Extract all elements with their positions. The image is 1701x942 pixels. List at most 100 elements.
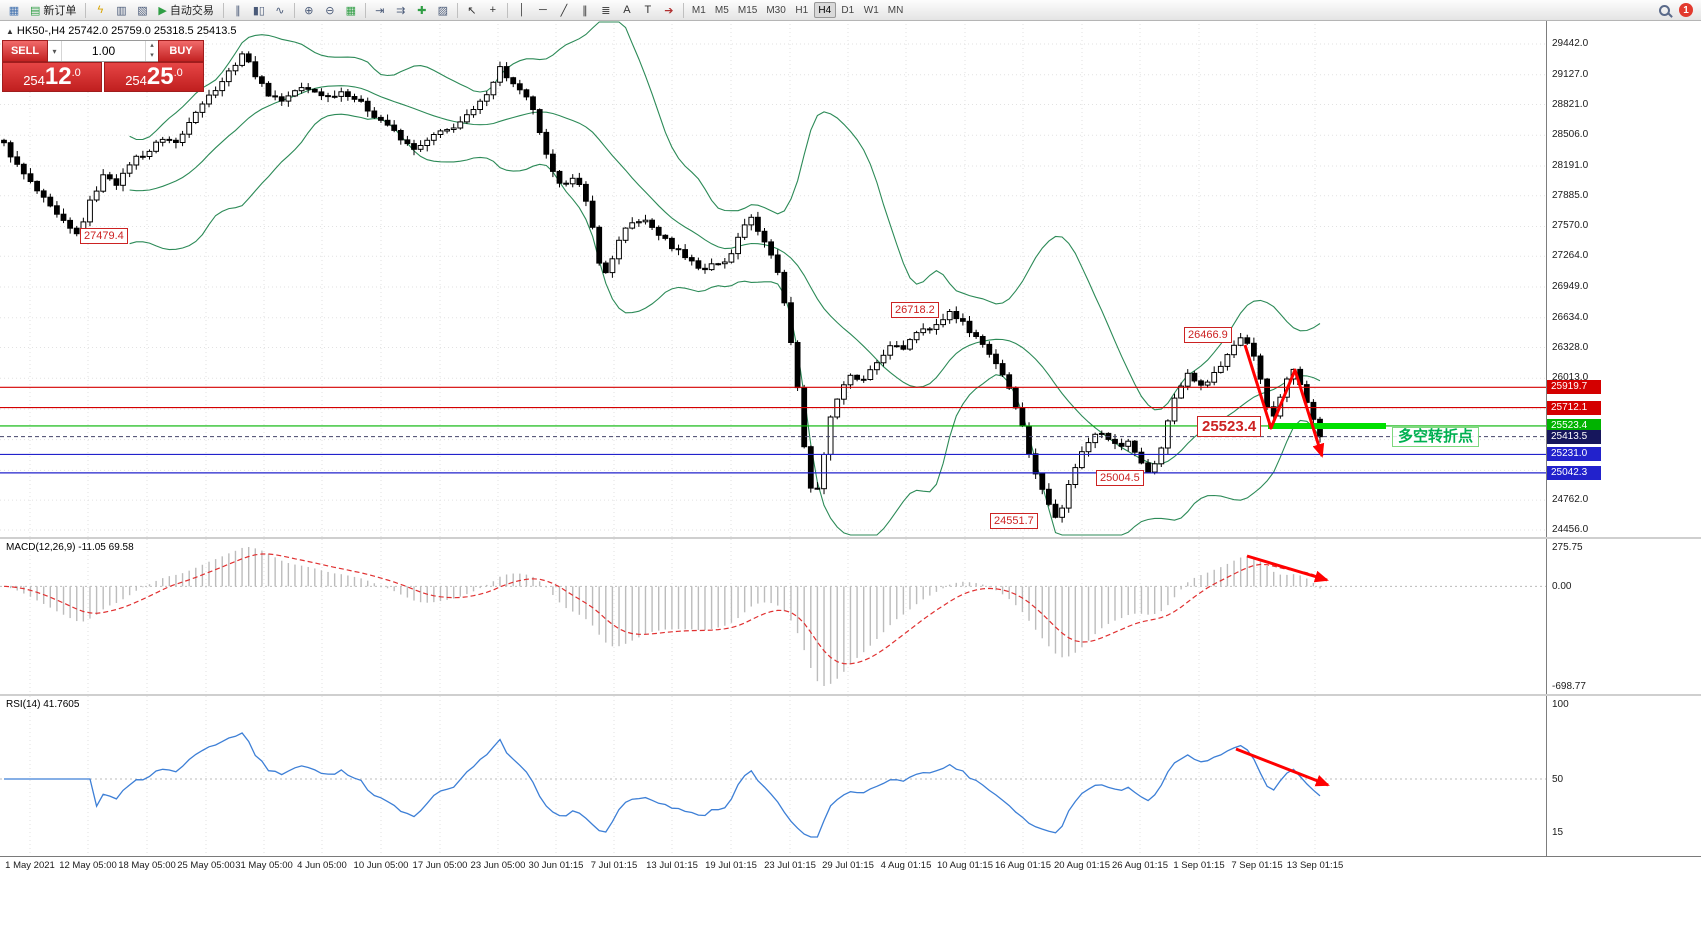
time-tick-label: 30 Jun 01:15: [528, 860, 584, 871]
arrows-icon[interactable]: ➔: [664, 4, 674, 17]
time-axis[interactable]: 1 May 2021 12 May 05:00 18 May 05:00 25 May…: [0, 856, 1701, 874]
candlestick-chart[interactable]: [0, 20, 1546, 537]
time-tick-label: 10 Aug 01:15: [937, 860, 993, 871]
price-tick: 24762.0: [1552, 494, 1589, 506]
toolbar-separator: [293, 2, 295, 18]
candlestick-chart-icon[interactable]: ▮▯: [252, 4, 265, 17]
price-tick: 26949.0: [1552, 281, 1589, 292]
price-tick: 28191.0: [1552, 159, 1589, 171]
sell-price-suffix: .0: [71, 67, 81, 79]
price-callout[interactable]: 26466.9: [1184, 327, 1232, 343]
price-callout[interactable]: 26718.2: [891, 302, 939, 318]
toolbar-separator: [85, 2, 87, 18]
rsi-panel[interactable]: 100 50 15 RSI(14) 41.7605: [0, 694, 1701, 856]
price-line-box: 25042.3: [1547, 465, 1601, 480]
volume-up-icon[interactable]: ▴: [150, 42, 154, 49]
macd-label: MACD(12,26,9) -11.05 69.58: [6, 542, 134, 553]
volume-stepper[interactable]: ▴ ▾: [145, 41, 158, 61]
rsi-scale[interactable]: 100 50 15: [1546, 696, 1701, 856]
toolbar-separator: [456, 2, 458, 18]
buy-button[interactable]: BUY: [158, 40, 204, 62]
bar-chart-icon[interactable]: ∥: [235, 4, 241, 17]
macd-scale[interactable]: 275.75 0.00 -698.77: [1546, 539, 1701, 694]
rsi-scale-tick: 50: [1552, 774, 1564, 785]
price-tick: 26328.0: [1552, 341, 1589, 353]
buy-price[interactable]: 254 25 .0: [104, 62, 204, 92]
sell-price-prefix: 254: [23, 73, 45, 88]
timeframe-m30[interactable]: M30: [766, 5, 786, 16]
volume-input[interactable]: ▾ 1.00 ▴ ▾: [48, 40, 158, 62]
toolbar-separator: [364, 2, 366, 18]
macd-chart[interactable]: [0, 539, 1546, 694]
templates-icon[interactable]: ▨: [437, 4, 449, 17]
price-tick: 29442.0: [1552, 38, 1589, 49]
buy-price-big: 25: [146, 63, 174, 90]
volume-value[interactable]: 1.00: [91, 44, 116, 58]
autotrade-button[interactable]: ▶ 自动交易: [153, 2, 218, 19]
macd-scale-tick: 0.00: [1552, 581, 1572, 593]
time-tick-label: 7 Jul 01:15: [590, 860, 638, 871]
timeframe-w1[interactable]: W1: [863, 5, 879, 16]
indicators-icon[interactable]: ✚: [417, 4, 427, 17]
price-line-box: 25413.5: [1547, 429, 1601, 444]
fibonacci-icon[interactable]: ≣: [601, 4, 611, 17]
turning-point-label[interactable]: 多空转折点: [1392, 427, 1480, 447]
time-tick-label: 16 Aug 01:15: [995, 860, 1051, 871]
sell-button[interactable]: SELL: [2, 40, 48, 62]
timeframe-m15[interactable]: M15: [737, 5, 758, 16]
buy-price-suffix: .0: [173, 67, 183, 79]
trendline-icon[interactable]: ╱: [560, 4, 568, 17]
price-callout[interactable]: 25523.4: [1197, 416, 1262, 437]
new-chart-icon[interactable]: ▦: [8, 4, 20, 17]
timeframe-d1[interactable]: D1: [841, 5, 855, 16]
price-line-box: 25523.4: [1547, 418, 1601, 433]
zoom-out-icon[interactable]: ⊖: [325, 4, 335, 17]
cursor-icon[interactable]: ↖: [467, 4, 477, 17]
time-tick-label: 25 May 05:00: [177, 860, 235, 871]
new-order-button-icon: ▤: [30, 4, 41, 17]
price-scale[interactable]: 29442.0 29127.0 28821.0 28506.0 28191.0 27885…: [1546, 20, 1701, 537]
macd-panel[interactable]: 275.75 0.00 -698.77 MACD(12,26,9) -11.05 6…: [0, 537, 1701, 694]
timeframe-h1[interactable]: H1: [795, 5, 809, 16]
crosshair-icon[interactable]: +: [489, 4, 497, 16]
profiles-icon[interactable]: ▥: [116, 4, 127, 17]
rsi-scale-tick: 15: [1552, 826, 1564, 838]
horizontal-line-icon[interactable]: ─: [538, 4, 547, 16]
price-tick: 26013.0: [1552, 372, 1589, 384]
text-label-icon[interactable]: T: [644, 4, 652, 16]
zoom-in-icon[interactable]: ⊕: [304, 4, 314, 17]
time-tick-label: 20 Aug 01:15: [1054, 860, 1110, 871]
volume-dropdown-icon[interactable]: ▾: [48, 41, 62, 61]
time-tick-label: 13 Jul 01:15: [646, 860, 698, 871]
timeframe-m5[interactable]: M5: [714, 5, 729, 16]
price-tick: 27264.0: [1552, 250, 1589, 262]
line-chart-icon[interactable]: ∿: [275, 4, 285, 17]
rsi-chart[interactable]: [0, 696, 1546, 856]
timeframe-h4[interactable]: H4: [813, 2, 836, 18]
price-line-box: 25712.1: [1547, 400, 1601, 415]
new-order-button[interactable]: ▤ 新订单: [25, 2, 81, 19]
toolbar-separator: [506, 2, 508, 18]
text-icon[interactable]: A: [623, 4, 631, 16]
price-tick: 28821.0: [1552, 98, 1589, 110]
expert-advisors-icon[interactable]: ϟ: [97, 4, 104, 16]
sell-price[interactable]: 254 12 .0: [2, 62, 102, 92]
price-callout[interactable]: 24551.7: [990, 513, 1038, 529]
timeframe-m1[interactable]: M1: [691, 5, 706, 16]
chart-ohlc-header: ▲ HK50-,H4 25742.0 25759.0 25318.5 25413.…: [6, 25, 237, 37]
volume-down-icon[interactable]: ▾: [150, 52, 154, 59]
main-chart-panel[interactable]: 29442.0 29127.0 28821.0 28506.0 28191.0 27885…: [0, 20, 1701, 537]
channel-icon[interactable]: ∥: [582, 4, 588, 17]
rsi-label: RSI(14) 41.7605: [6, 699, 80, 710]
vertical-line-icon[interactable]: │: [518, 4, 526, 16]
tile-windows-icon[interactable]: ▦: [345, 4, 357, 17]
chart-shift-icon[interactable]: ⇉: [396, 4, 406, 17]
data-window-icon[interactable]: ▧: [137, 4, 148, 17]
search-icon[interactable]: [1659, 4, 1670, 16]
timeframe-mn[interactable]: MN: [887, 5, 904, 16]
auto-scroll-icon[interactable]: ⇥: [375, 4, 385, 17]
notification-badge[interactable]: 1: [1679, 3, 1693, 17]
price-callout[interactable]: 25004.5: [1096, 470, 1144, 486]
time-tick-label: 7 Sep 01:15: [1231, 860, 1283, 871]
price-callout[interactable]: 27479.4: [80, 228, 128, 244]
